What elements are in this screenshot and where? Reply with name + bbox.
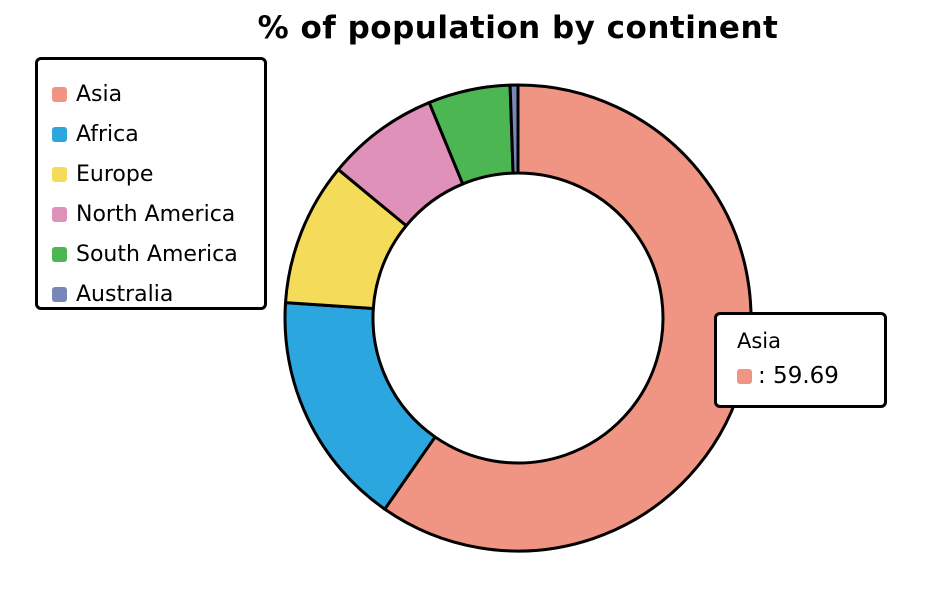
tooltip-title: Asia [737, 329, 782, 353]
legend-label: Europe [76, 161, 154, 187]
legend-swatch [52, 126, 67, 142]
tooltip: Asia : 59.69 [714, 312, 887, 408]
tooltip-swatch [737, 368, 752, 384]
chart-title: % of population by continent [257, 10, 779, 46]
legend-label: Asia [76, 81, 123, 107]
legend-item[interactable]: Australia [52, 274, 264, 314]
legend: Asia Africa Europe North America South Ameri… [35, 57, 267, 310]
legend-item[interactable]: North America [52, 194, 264, 234]
legend-item[interactable]: Africa [52, 114, 264, 154]
legend-item[interactable]: Asia [52, 74, 264, 114]
legend-swatch [52, 86, 67, 102]
legend-label: South America [76, 241, 238, 267]
legend-swatch [52, 246, 67, 262]
tooltip-value: : 59.69 [758, 363, 839, 389]
legend-label: Africa [76, 121, 139, 147]
donut-slice[interactable] [383, 83, 753, 553]
legend-swatch [52, 286, 67, 302]
legend-label: North America [76, 201, 236, 227]
legend-item[interactable]: South America [52, 234, 264, 274]
donut-slice[interactable] [508, 83, 520, 175]
legend-swatch [52, 206, 67, 222]
tooltip-row: : 59.69 [737, 363, 884, 389]
legend-label: Australia [76, 281, 174, 307]
legend-item[interactable]: Europe [52, 154, 264, 194]
legend-swatch [52, 166, 67, 182]
